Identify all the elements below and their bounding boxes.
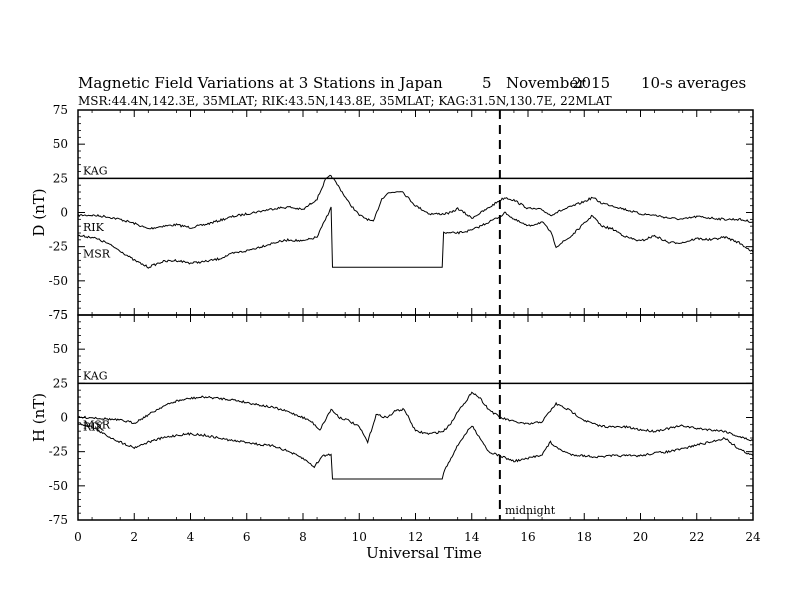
- station-coordinates-subtitle: MSR:44.4N,142.3E, 35MLAT; RIK:43.5N,143.…: [78, 94, 612, 108]
- date-month: November: [506, 74, 586, 92]
- y-tick-label: 0: [60, 411, 68, 425]
- station-label-kag: KAG: [83, 369, 108, 382]
- y-tick-label: -25: [49, 240, 68, 254]
- station-label-msr: MSR: [83, 419, 111, 432]
- y-axis-label: H (nT): [30, 393, 48, 442]
- station-label-rik: RIK: [83, 221, 105, 234]
- y-tick-label: 0: [60, 206, 68, 220]
- x-axis-label: Universal Time: [366, 544, 482, 562]
- series-line-rik: [77, 174, 754, 230]
- x-tick-label: 8: [299, 530, 307, 544]
- y-axis-label: D (nT): [30, 188, 48, 236]
- station-label-rik: RIK: [83, 421, 105, 434]
- midnight-label: midnight: [505, 504, 556, 517]
- x-tick-label: 24: [745, 530, 761, 544]
- date-year: 2015: [572, 74, 610, 92]
- chart-title: Magnetic Field Variations at 3 Stations …: [78, 74, 443, 92]
- x-tick-label: 20: [633, 530, 648, 544]
- y-tick-label: 50: [53, 342, 68, 356]
- y-tick-label: 75: [53, 308, 68, 322]
- x-tick-label: 22: [689, 530, 704, 544]
- x-tick-label: 16: [520, 530, 535, 544]
- station-label-msr: MSR: [83, 248, 111, 261]
- x-tick-label: 10: [352, 530, 367, 544]
- x-tick-label: 2: [130, 530, 138, 544]
- panel-frame: [77, 314, 754, 521]
- x-tick-label: 18: [577, 530, 592, 544]
- x-tick-label: 6: [243, 530, 251, 544]
- panel-frame: [77, 109, 754, 316]
- y-tick-label: 25: [53, 171, 68, 185]
- x-tick-label: 0: [74, 530, 82, 544]
- y-tick-label: -75: [49, 513, 68, 527]
- y-tick-label: -50: [49, 479, 68, 493]
- y-tick-label: -25: [49, 445, 68, 459]
- series-line-msr: [77, 206, 754, 269]
- station-label-kag: KAG: [83, 164, 108, 177]
- x-axis-ticks: 0 2 4 6 8 10 12 14 16 18 20 22 24: [74, 110, 761, 544]
- y-tick-label: -50: [49, 274, 68, 288]
- d-component-panel: 75 50 25 0 -25 -50 -75 D (nT) KAG RIK MSR: [30, 103, 754, 322]
- series-line-rik: [77, 391, 754, 445]
- date-day: 5: [482, 74, 492, 92]
- x-tick-label: 14: [464, 530, 480, 544]
- averaging-label: 10-s averages: [641, 74, 746, 92]
- y-tick-label: 75: [53, 103, 68, 117]
- x-tick-label: 4: [187, 530, 195, 544]
- y-tick-label: -75: [49, 308, 68, 322]
- y-tick-label: 50: [53, 137, 68, 151]
- series-line-msr: [77, 422, 754, 480]
- x-tick-label: 12: [408, 530, 423, 544]
- y-tick-label: 25: [53, 376, 68, 390]
